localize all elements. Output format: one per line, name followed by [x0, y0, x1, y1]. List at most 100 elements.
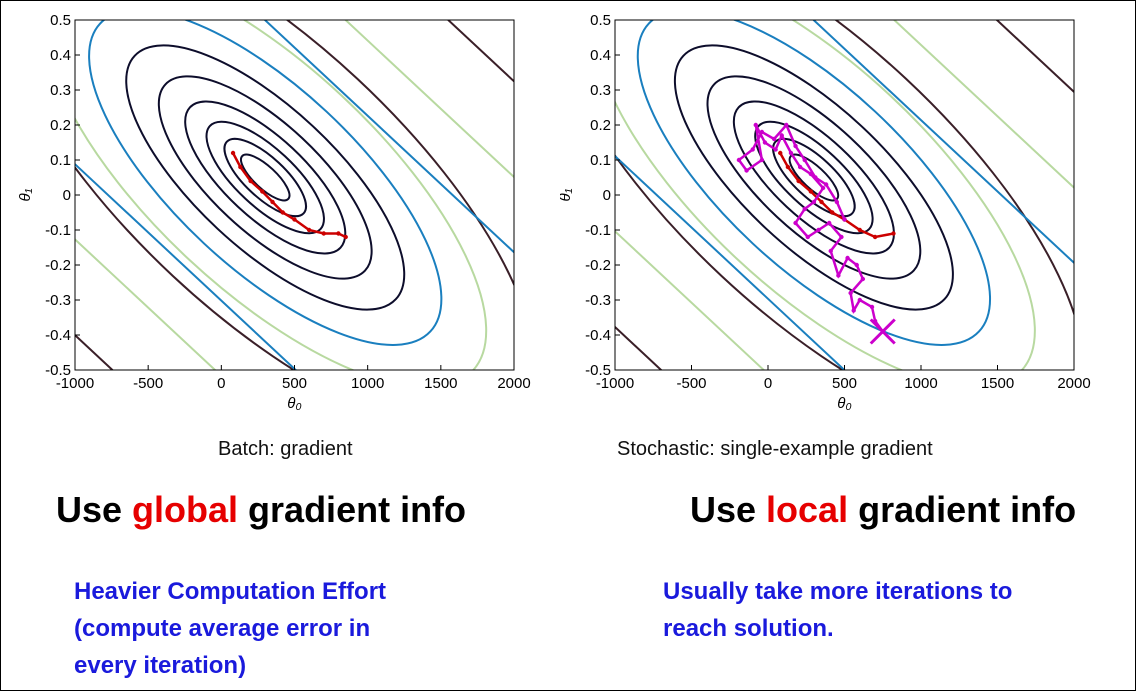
sgd-path-point — [820, 185, 826, 191]
x-tick-label: 500 — [832, 375, 857, 392]
contour-line — [240, 153, 291, 202]
x-tick-label: 2000 — [1057, 375, 1090, 392]
sgd-path-point — [851, 308, 856, 313]
sgd-path-point — [834, 199, 840, 205]
y-tick-label: -0.3 — [585, 292, 611, 309]
gradient-path-point — [321, 231, 326, 236]
contour-band — [892, 20, 1074, 189]
contour-band — [446, 20, 514, 83]
x-tick-label: 1000 — [904, 375, 937, 392]
sgd-path-point — [869, 304, 875, 310]
y-tick-label: -0.3 — [45, 292, 71, 309]
gradient-path-point — [260, 189, 265, 194]
sgd-path-point — [860, 276, 866, 282]
sgd-path-point — [828, 248, 833, 254]
y-tick-label: -0.4 — [585, 327, 611, 344]
batch-path-point — [808, 189, 814, 194]
contour-band — [615, 154, 846, 370]
stochastic-contour-plot: -1000 -500 0 500 1000 1500 2000 0.5 0.4 0.3 0.2 0.1… — [560, 12, 1091, 412]
batch-path-point — [891, 231, 896, 236]
sgd-path-point — [848, 290, 853, 296]
x-tick-label: -500 — [676, 375, 706, 392]
y-tick-label: 0.2 — [50, 117, 71, 134]
plot-frame — [614, 19, 1075, 371]
contour-group — [615, 20, 1074, 370]
x-tick-label: 1000 — [351, 375, 384, 392]
sgd-start-marker — [869, 318, 896, 345]
sgd-path-point — [744, 168, 749, 173]
sgd-path-point — [762, 140, 768, 145]
sgd-path-point — [802, 206, 807, 212]
sgd-path-point — [805, 234, 810, 240]
batch-path-point — [819, 199, 824, 205]
y-tick-label: 0.5 — [50, 12, 71, 29]
contour-line — [636, 20, 992, 346]
contour-band — [263, 20, 514, 254]
y-tick-label: 0.3 — [50, 82, 71, 99]
contour-band — [75, 238, 217, 370]
gradient-path-point — [238, 164, 243, 170]
contour-band — [615, 325, 663, 370]
contour-line — [754, 120, 874, 235]
note-line: Heavier Computation Effort — [74, 578, 387, 605]
note-line: every iteration) — [74, 652, 247, 679]
sgd-path-point — [816, 227, 821, 233]
contour-group — [75, 20, 514, 370]
sgd-path-point — [857, 297, 862, 303]
sgd-path-point — [759, 157, 765, 163]
gradient-path-point — [306, 227, 312, 233]
sgd-path-point — [854, 262, 859, 268]
y-tick-label: 0 — [63, 187, 71, 204]
contour-band — [75, 333, 114, 370]
gradient-path-point — [270, 199, 275, 205]
x-tick-label: 0 — [764, 375, 772, 392]
x-tick-label: 0 — [217, 375, 225, 392]
y-tick-label: 0.4 — [50, 47, 71, 64]
headline-post: gradient info — [238, 489, 467, 530]
gradient-path-point — [230, 150, 236, 156]
batch-path-point — [830, 210, 835, 215]
x-tick-label: 500 — [282, 375, 307, 392]
y-tick-label: -0.4 — [45, 327, 71, 344]
contour-line — [88, 20, 443, 346]
batch-path — [779, 152, 894, 239]
contour-line — [732, 100, 895, 255]
sgd-path-point — [793, 143, 798, 149]
headline-post: gradient info — [848, 489, 1077, 530]
y-tick-label: -0.2 — [585, 257, 611, 274]
sgd-path-point — [736, 157, 742, 163]
sgd-path-point — [811, 199, 817, 205]
sgd-path-point — [797, 164, 803, 170]
y-tick-label: 0 — [603, 187, 611, 204]
note-stochastic: Usually take more iterations to reach so… — [663, 573, 1012, 647]
batch-path-point — [857, 227, 862, 233]
sgd-path-point — [836, 273, 841, 278]
sgd-path-point — [827, 220, 832, 226]
x-tick-label: 1500 — [424, 375, 457, 392]
contour-line — [706, 75, 922, 280]
batch-caption: Batch: gradient — [218, 438, 353, 460]
x-tick-label: -1000 — [596, 375, 634, 392]
batch-path-point — [778, 150, 783, 156]
gradient-path-point — [248, 178, 253, 184]
sgd-path-point — [784, 122, 789, 128]
sgd-path-point — [779, 133, 784, 138]
sgd-path-point — [845, 255, 850, 261]
contour-band — [615, 229, 766, 370]
y-axis-label: θ₁ — [560, 188, 574, 201]
contour-line — [615, 20, 1036, 370]
headline-pre: Use — [690, 489, 767, 530]
y-tick-label: 0.2 — [590, 117, 611, 134]
sgd-path-point — [823, 182, 829, 187]
sgd-path-point — [750, 147, 755, 152]
batch-path-point — [872, 234, 878, 240]
headline-pre: Use — [56, 489, 133, 530]
y-tick-label: 0.4 — [590, 47, 611, 64]
headline-highlight: global — [132, 489, 239, 530]
gradient-path-point — [292, 217, 297, 222]
contour-band — [812, 20, 1074, 265]
note-line: reach solution. — [663, 615, 834, 642]
contour-band — [75, 162, 298, 370]
y-tick-label: -0.1 — [585, 222, 611, 239]
y-axis-label: θ₁ — [17, 188, 34, 201]
